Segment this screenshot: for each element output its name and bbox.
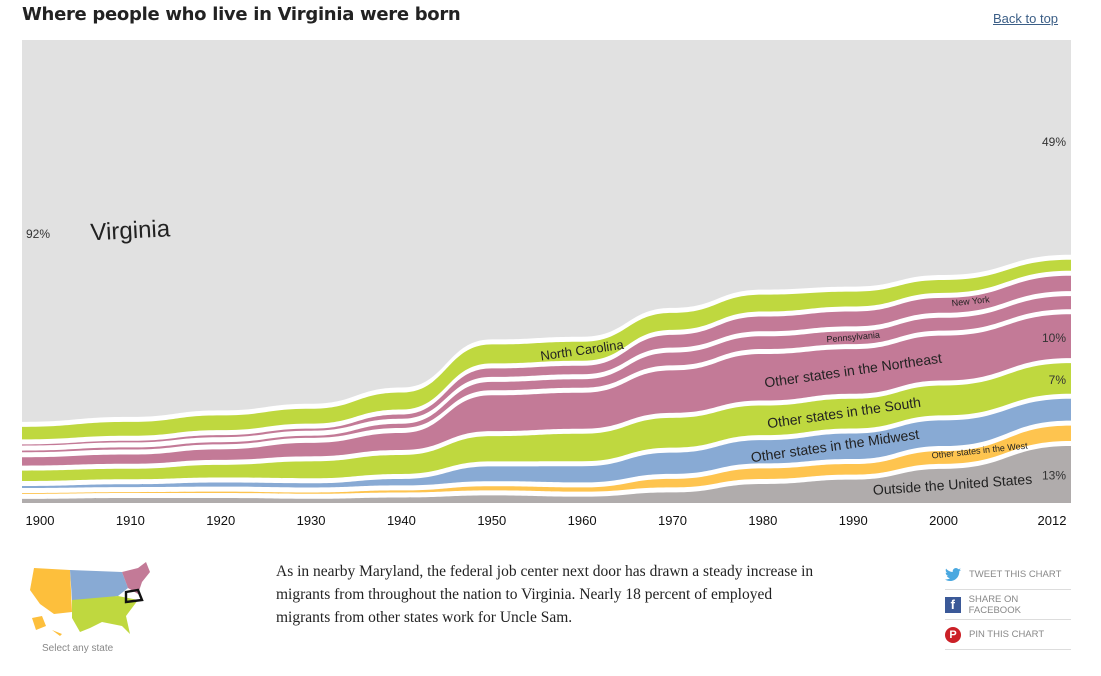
pin-label: PIN THIS CHART xyxy=(969,629,1045,640)
map-alaska[interactable] xyxy=(32,616,46,630)
band-label: New York xyxy=(951,294,990,308)
map-label: Select any state xyxy=(42,643,114,654)
pin-button[interactable]: P PIN THIS CHART xyxy=(945,620,1071,650)
tweet-label: TWEET THIS CHART xyxy=(969,569,1062,580)
map-virginia-selected[interactable] xyxy=(124,588,144,604)
x-tick-label: 1930 xyxy=(297,513,326,528)
percent-annotation: 92% xyxy=(26,227,50,241)
x-tick-label: 1940 xyxy=(387,513,416,528)
band-virginia[interactable] xyxy=(22,40,1071,422)
x-axis-ticks: 1900 1910 1920 1930 1940 1950 1960 1970 1980 1990… xyxy=(26,513,1067,528)
band-label: Virginia xyxy=(90,215,172,246)
band-other-states-in-the-northeast[interactable] xyxy=(22,314,1071,466)
x-tick-label: 1900 xyxy=(26,513,55,528)
band-north-carolina[interactable] xyxy=(22,259,1071,440)
band-new-york[interactable] xyxy=(22,275,1071,446)
tweet-button[interactable]: TWEET THIS CHART xyxy=(945,560,1071,590)
chart-description: As in nearby Maryland, the federal job c… xyxy=(276,563,814,626)
x-tick-label: 1980 xyxy=(748,513,777,528)
percent-annotation: 10% xyxy=(1042,331,1066,345)
x-tick-label: 1990 xyxy=(839,513,868,528)
map-south-region[interactable] xyxy=(72,596,138,634)
x-tick-label: 1920 xyxy=(206,513,235,528)
band-other-states-in-the-south[interactable] xyxy=(22,363,1071,481)
facebook-icon: f xyxy=(945,596,961,613)
pinterest-icon: P xyxy=(945,626,961,643)
bands xyxy=(22,40,1071,503)
facebook-share-button[interactable]: f SHARE ON FACEBOOK xyxy=(945,590,1071,620)
percent-annotation: 13% xyxy=(1042,468,1066,482)
band-other-states-in-the-midwest[interactable] xyxy=(22,398,1071,489)
chart-title: Where people who live in Virginia were b… xyxy=(22,4,461,25)
x-tick-label: 1970 xyxy=(658,513,687,528)
map-northeast-region[interactable] xyxy=(122,562,150,594)
map-west-region[interactable] xyxy=(30,568,72,614)
facebook-label: SHARE ON FACEBOOK xyxy=(968,593,1021,616)
back-to-top-link[interactable]: Back to top xyxy=(993,11,1059,26)
x-tick-label: 1910 xyxy=(116,513,145,528)
x-tick-label: 1950 xyxy=(477,513,506,528)
twitter-icon xyxy=(945,567,961,583)
band-outside-the-united-states[interactable] xyxy=(22,446,1071,503)
percent-annotation: 49% xyxy=(1042,135,1066,149)
percent-annotation: 7% xyxy=(1049,373,1067,387)
map-hawaii[interactable] xyxy=(52,630,62,636)
band-pennsylvania[interactable] xyxy=(22,296,1071,453)
map-midwest-region[interactable] xyxy=(70,570,128,600)
share-panel: TWEET THIS CHART f SHARE ON FACEBOOK P P… xyxy=(945,560,1071,650)
x-tick-label: 1960 xyxy=(568,513,597,528)
x-tick-label: 2000 xyxy=(929,513,958,528)
x-tick-label: 2012 xyxy=(1038,513,1067,528)
us-region-map[interactable] xyxy=(22,560,152,640)
band-label: Pennsylvania xyxy=(826,330,880,345)
